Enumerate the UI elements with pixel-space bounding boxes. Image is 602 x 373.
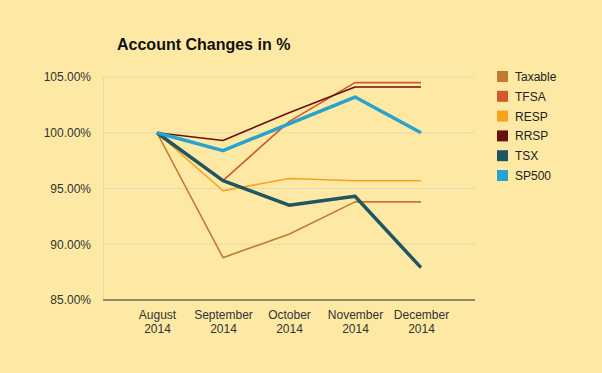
grid-line	[103, 188, 475, 189]
series-line	[157, 133, 421, 268]
grid-line	[103, 300, 475, 301]
legend-label: SP500	[515, 169, 551, 183]
x-tick-label-line: August	[139, 308, 177, 322]
y-tick: 85.00%	[50, 293, 103, 307]
x-tick-label: August2014	[139, 308, 177, 336]
x-tick-label-line: 2014	[408, 322, 435, 336]
legend-item: TFSA	[497, 90, 546, 104]
x-tick-label: November2014	[328, 308, 383, 336]
grid	[103, 77, 475, 300]
series-line	[157, 87, 421, 141]
x-tick: September2014	[194, 308, 253, 336]
legend: Taxable TFSA RESP RRSP TSX SP500	[497, 70, 557, 183]
x-tick-label-line: 2014	[144, 322, 171, 336]
x-tick: August2014	[139, 308, 177, 336]
y-axis: 85.00% 90.00% 95.00% 100.00% 105.00%	[44, 70, 104, 307]
x-tick-label-line: 2014	[276, 322, 303, 336]
x-tick-label-line: October	[268, 308, 311, 322]
y-tick-label: 85.00%	[50, 293, 91, 307]
grid-line	[103, 244, 475, 245]
legend-item: SP500	[497, 169, 551, 183]
legend-item: Taxable	[497, 70, 557, 84]
legend-label: RESP	[515, 110, 548, 124]
y-tick: 105.00%	[44, 70, 103, 84]
legend-label: RRSP	[515, 129, 548, 143]
x-tick-label: October2014	[268, 308, 311, 336]
legend-swatch	[497, 111, 508, 122]
x-tick-label: December2014	[394, 308, 449, 336]
legend-swatch	[497, 170, 508, 181]
legend-label: TSX	[515, 149, 538, 163]
y-tick: 95.00%	[50, 182, 103, 196]
legend-swatch	[497, 130, 508, 141]
series-line	[157, 133, 421, 258]
x-tick-label-line: November	[328, 308, 383, 322]
y-tick-label: 90.00%	[50, 238, 91, 252]
background	[0, 0, 602, 373]
lines	[157, 83, 421, 268]
legend-swatch	[497, 150, 508, 161]
x-tick: October2014	[268, 308, 311, 336]
series-line	[157, 83, 421, 181]
y-tick-label: 105.00%	[44, 70, 92, 84]
series-line	[157, 97, 421, 151]
x-tick: December2014	[394, 308, 449, 336]
x-axis-line	[103, 300, 475, 301]
grid-line	[103, 77, 475, 78]
x-tick-label-line: 2014	[342, 322, 369, 336]
x-tick-label-line: September	[194, 308, 253, 322]
legend-item: RRSP	[497, 129, 548, 143]
legend-label: Taxable	[515, 70, 557, 84]
legend-label: TFSA	[515, 90, 546, 104]
x-tick-label-line: 2014	[210, 322, 237, 336]
y-tick-label: 100.00%	[44, 126, 92, 140]
title: Account Changes in %	[117, 36, 290, 53]
x-tick-label-line: December	[394, 308, 449, 322]
y-tick: 90.00%	[50, 238, 103, 252]
y-axis-line	[103, 78, 104, 301]
chart: Account Changes in % 85.00% 90.00% 95.00% 10…	[0, 0, 602, 373]
y-tick-label: 95.00%	[50, 182, 91, 196]
x-axis: August2014September2014October2014Novemb…	[103, 300, 475, 336]
y-tick: 100.00%	[44, 126, 103, 140]
x-tick: November2014	[328, 308, 383, 336]
legend-item: RESP	[497, 110, 548, 124]
legend-swatch	[497, 91, 508, 102]
x-tick-label: September2014	[194, 308, 253, 336]
legend-item: TSX	[497, 149, 538, 163]
legend-swatch	[497, 71, 508, 82]
